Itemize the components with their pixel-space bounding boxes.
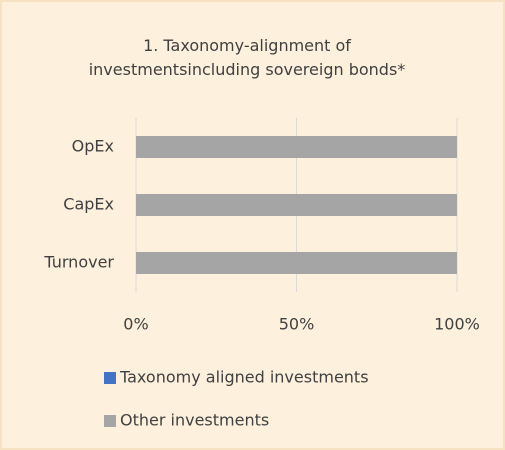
- y-tick-label: OpEx: [72, 137, 114, 156]
- legend-swatch: [104, 415, 116, 427]
- y-tick-label: CapEx: [63, 195, 114, 214]
- x-tick-label: 0%: [123, 315, 148, 334]
- bar: [136, 136, 457, 158]
- legend-label: Taxonomy aligned investments: [119, 368, 369, 387]
- bar: [136, 194, 457, 216]
- legend-label: Other investments: [120, 411, 269, 430]
- bar: [136, 252, 457, 274]
- chart-title: 1. Taxonomy-alignment of investmentsincl…: [88, 36, 406, 79]
- x-tick-label: 100%: [434, 315, 480, 334]
- y-tick-label: Turnover: [43, 253, 114, 272]
- x-tick-label: 50%: [279, 315, 315, 334]
- legend-swatch: [104, 372, 116, 384]
